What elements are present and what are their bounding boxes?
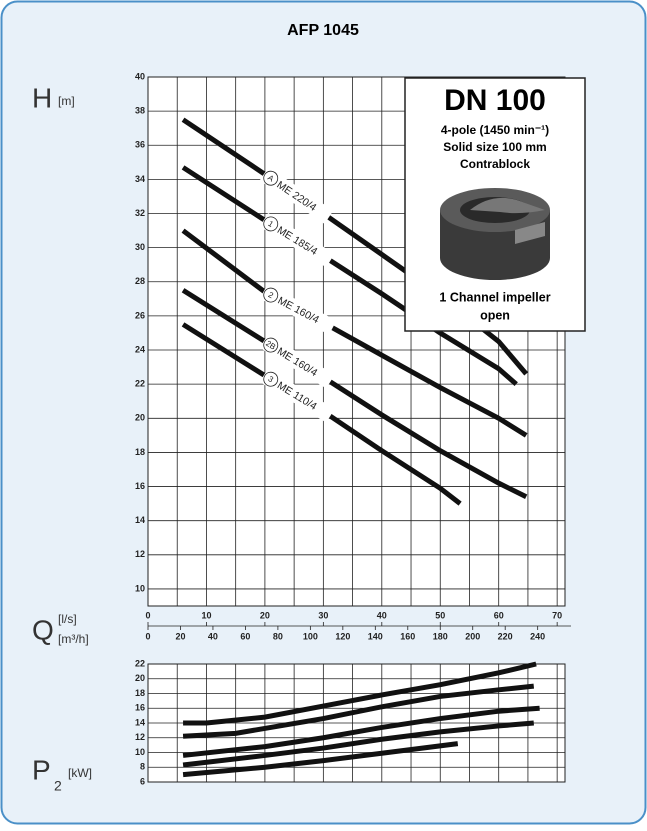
- x-tick-label: 40: [377, 610, 387, 620]
- x2-tick-label: 60: [240, 631, 250, 641]
- y-tick-label: 16: [135, 703, 145, 713]
- y-tick-label: 38: [135, 106, 145, 116]
- marker-circle: [263, 337, 279, 353]
- curve: [182, 683, 535, 739]
- y-sub: 2: [54, 778, 62, 794]
- x2-tick-label: 100: [303, 631, 318, 641]
- x2-unit: [m³/h]: [58, 632, 89, 646]
- x2-tick-label: 80: [273, 631, 283, 641]
- y-tick-label: 28: [135, 276, 145, 286]
- x2-tick-label: 140: [368, 631, 383, 641]
- info-footer: 1 Channel impeller: [439, 290, 550, 304]
- info-line: Contrablock: [460, 157, 530, 171]
- x-tick-label: 60: [494, 610, 504, 620]
- marker-label: A: [266, 173, 276, 184]
- y-tick-label: 10: [135, 747, 145, 757]
- y-tick-label: 26: [135, 310, 145, 320]
- y-tick-label: 6: [140, 776, 145, 786]
- y-tick-label: 22: [135, 658, 145, 668]
- x2-tick-label: 240: [530, 631, 545, 641]
- label-bg: [259, 284, 337, 335]
- x2-tick-label: 0: [145, 631, 150, 641]
- impeller-image: [440, 188, 550, 280]
- y-label: H: [32, 82, 52, 113]
- marker-circle: [263, 371, 279, 387]
- y-unit: [m]: [58, 94, 75, 108]
- x-tick-label: 10: [201, 610, 211, 620]
- x-label: Q: [32, 614, 54, 645]
- y-tick-label: 30: [135, 242, 145, 252]
- marker-label: 1: [266, 219, 275, 229]
- chart-title: AFP 1045: [287, 22, 359, 39]
- y-tick-label: 22: [135, 379, 145, 389]
- y-tick-label: 18: [135, 447, 145, 457]
- x-tick-label: 50: [435, 610, 445, 620]
- x-tick-label: 0: [145, 610, 150, 620]
- label-bg: [259, 167, 334, 224]
- marker-label: 3: [266, 374, 275, 384]
- y-label: P: [32, 754, 51, 785]
- x2-tick-label: 160: [400, 631, 415, 641]
- info-footer: open: [480, 308, 510, 322]
- label-bg: [259, 368, 335, 423]
- y-tick-label: 16: [135, 481, 145, 491]
- marker-label: 2: [267, 290, 276, 300]
- y-tick-label: 8: [140, 762, 145, 772]
- y-tick-label: 12: [135, 732, 145, 742]
- y-tick-label: 10: [135, 583, 145, 593]
- info-heading: DN 100: [444, 84, 546, 117]
- y-tick-label: 40: [135, 71, 145, 81]
- y-tick-label: 32: [135, 208, 145, 218]
- y-unit: [kW]: [68, 766, 92, 780]
- label-bg: [259, 334, 335, 389]
- y-tick-label: 12: [135, 549, 145, 559]
- x-tick-label: 20: [260, 610, 270, 620]
- y-tick-label: 34: [135, 174, 145, 184]
- curve: [182, 741, 459, 778]
- curve: [182, 705, 540, 758]
- x-tick-label: 30: [318, 610, 328, 620]
- x2-tick-label: 40: [208, 631, 218, 641]
- x2-tick-label: 200: [465, 631, 480, 641]
- label-bg: [259, 212, 335, 268]
- x-tick-label: 70: [552, 610, 562, 620]
- info-line: Solid size 100 mm: [443, 140, 546, 154]
- x2-tick-label: 20: [175, 631, 185, 641]
- info-box: DN 100 4-pole (1450 min⁻¹) Solid size 10…: [404, 77, 586, 332]
- curve: [181, 322, 462, 506]
- info-line: 4-pole (1450 min⁻¹): [441, 123, 549, 137]
- y-tick-label: 24: [135, 344, 145, 354]
- y-tick-label: 14: [135, 515, 145, 525]
- x-unit: [l/s]: [58, 612, 77, 626]
- y-tick-label: 18: [135, 688, 145, 698]
- marker-circle: [263, 287, 279, 303]
- x2-tick-label: 220: [498, 631, 513, 641]
- marker-circle: [263, 170, 279, 186]
- y-tick-label: 14: [135, 717, 145, 727]
- y-tick-label: 20: [135, 413, 145, 423]
- y-tick-label: 20: [135, 673, 145, 683]
- x2-tick-label: 180: [433, 631, 448, 641]
- y-tick-label: 36: [135, 140, 145, 150]
- marker-label: 2B: [264, 339, 277, 352]
- curve: [183, 661, 537, 726]
- curve: [182, 720, 534, 768]
- x2-tick-label: 120: [335, 631, 350, 641]
- marker-circle: [263, 216, 279, 232]
